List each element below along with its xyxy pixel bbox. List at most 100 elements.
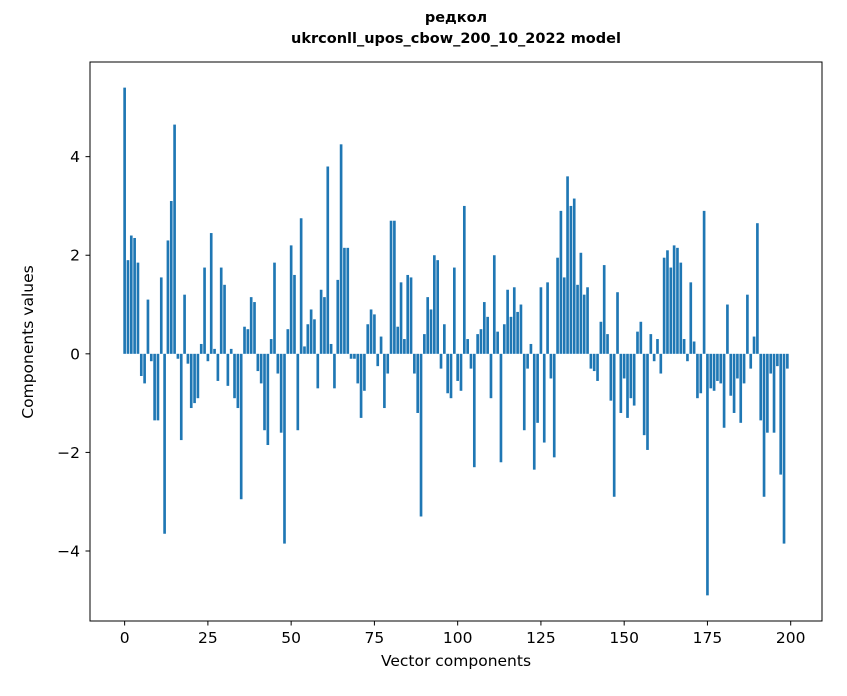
bar <box>266 353 270 446</box>
bar <box>686 353 689 362</box>
bar <box>353 353 356 359</box>
bar <box>689 282 693 354</box>
bar <box>636 331 639 354</box>
chart-title-line1: редкол <box>424 10 488 26</box>
bar <box>449 353 453 399</box>
bar <box>642 353 646 436</box>
bar <box>732 353 736 413</box>
x-tick-label: 25 <box>198 629 218 647</box>
bar <box>143 353 146 384</box>
bar <box>229 348 233 354</box>
bar <box>403 339 406 354</box>
bar <box>469 353 473 369</box>
bar <box>419 353 423 517</box>
bar <box>256 353 260 372</box>
bar <box>712 353 716 391</box>
bar <box>323 297 326 354</box>
bar <box>369 309 373 354</box>
bar <box>706 353 709 596</box>
bar <box>559 210 563 354</box>
bar <box>233 353 236 399</box>
bar <box>409 277 413 354</box>
bar <box>346 247 350 354</box>
y-tick-label: 0 <box>70 345 80 363</box>
bar <box>582 294 586 354</box>
bar <box>779 353 783 475</box>
bar <box>662 257 666 354</box>
bar <box>433 255 436 354</box>
bar <box>413 353 416 374</box>
bar <box>539 287 543 354</box>
bar <box>183 294 186 354</box>
bar <box>289 245 293 354</box>
bar <box>206 353 210 362</box>
y-axis-label: Components values <box>19 265 37 419</box>
bar <box>313 319 316 354</box>
bar <box>672 245 676 354</box>
bar <box>589 353 593 369</box>
y-tick-label: −4 <box>57 543 80 561</box>
bar <box>156 353 160 421</box>
bar <box>443 324 446 354</box>
bar <box>446 353 449 394</box>
bar <box>569 205 573 354</box>
bar <box>366 324 370 354</box>
bar <box>356 353 360 384</box>
bar <box>259 353 263 384</box>
x-tick-label: 125 <box>526 629 556 647</box>
bar <box>439 353 443 369</box>
bar <box>622 353 626 379</box>
bar <box>173 124 176 354</box>
bar <box>502 324 506 354</box>
x-tick-label: 150 <box>609 629 639 647</box>
bar <box>726 304 729 354</box>
bar <box>592 353 596 372</box>
bar <box>586 287 589 354</box>
bar <box>722 353 726 428</box>
bar <box>572 198 576 354</box>
bar <box>336 279 340 354</box>
bar <box>716 353 719 381</box>
bar <box>279 353 283 433</box>
bar <box>193 353 196 404</box>
x-tick-label: 175 <box>693 629 723 647</box>
x-tick-label: 100 <box>443 629 473 647</box>
bar <box>283 353 286 544</box>
bar <box>389 220 393 354</box>
bar <box>293 274 296 354</box>
bar <box>746 294 749 354</box>
bar <box>702 210 706 354</box>
x-axis-label: Vector components <box>380 652 532 670</box>
bar <box>742 353 746 384</box>
bar <box>736 353 739 379</box>
bar <box>616 292 619 354</box>
bar <box>649 334 653 354</box>
bar <box>123 87 126 354</box>
bar <box>772 353 776 433</box>
bar <box>406 274 410 354</box>
bar <box>759 353 763 421</box>
bar <box>219 267 223 354</box>
bar <box>676 247 679 354</box>
x-tick-label: 0 <box>120 629 130 647</box>
bar <box>666 250 669 354</box>
bar <box>599 321 603 354</box>
bar <box>549 353 553 379</box>
bar <box>316 353 320 389</box>
bar <box>399 282 403 354</box>
bar <box>133 237 136 354</box>
bar <box>209 233 213 354</box>
bar <box>766 353 769 433</box>
chart-title: редкол ukrconll_upos_cbow_200_10_2022 mo… <box>90 8 822 50</box>
bar <box>602 265 606 354</box>
bar <box>166 240 170 354</box>
bar <box>489 353 493 399</box>
bar <box>329 343 333 354</box>
bar <box>199 343 203 354</box>
bar <box>453 267 456 354</box>
bar <box>512 287 516 354</box>
bar <box>386 353 390 374</box>
bar <box>459 353 463 391</box>
bar <box>153 353 156 421</box>
